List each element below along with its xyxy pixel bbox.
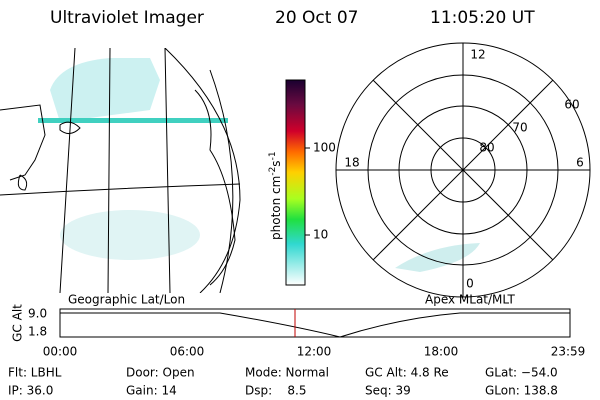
colorbar-label: 10	[313, 228, 328, 242]
unit: photon cm	[269, 176, 283, 240]
alt-tick: 9.0	[28, 307, 47, 321]
status-field: GC Alt: 4.8 Re	[365, 366, 449, 380]
date: 20 Oct 07	[275, 8, 358, 28]
time-tick: 12:00	[297, 345, 332, 359]
mlt-label: 6	[576, 156, 584, 170]
title: Ultraviolet Imager	[50, 8, 204, 28]
panel-label: Geographic Lat/Lon	[68, 293, 185, 307]
status-field: Seq: 39	[365, 384, 411, 398]
status-field: GLon: 138.8	[485, 384, 558, 398]
mlt-label: 0	[466, 277, 474, 291]
unit: s	[269, 160, 283, 166]
panel-label: Apex MLat/MLT	[425, 293, 515, 307]
timeline-box	[59, 308, 571, 338]
status-field: Flt: LBHL	[8, 366, 62, 380]
time-tick: 00:00	[43, 345, 78, 359]
lat-label: 80	[479, 141, 494, 155]
status: Flt: LBHL Door: Open Mode: Normal GC Alt: 4…	[8, 366, 558, 398]
alt-tick: 1.8	[28, 325, 47, 339]
exponent: -2	[268, 167, 278, 176]
colorbar	[285, 79, 306, 286]
mlt-label: 18	[344, 156, 359, 170]
axis-label: GC Alt	[11, 304, 25, 342]
mlt-label: 12	[470, 48, 485, 62]
lat-label: 60	[564, 98, 579, 112]
colorbar-unit: photon cm-2s-1	[268, 151, 283, 240]
status-field: IP: 36.0	[8, 384, 53, 398]
status-field: Dsp: 8.5	[245, 384, 307, 398]
geo-map	[0, 48, 241, 293]
colorbar-label: 100	[313, 141, 336, 155]
status-field: Mode: Normal	[245, 366, 329, 380]
status-field: Gain: 14	[126, 384, 177, 398]
time-tick: 06:00	[170, 345, 205, 359]
time: 11:05:20 UT	[430, 8, 535, 28]
time-tick: 18:00	[424, 345, 459, 359]
status-field: Door: Open	[126, 366, 195, 380]
status-field: GLat: −54.0	[485, 366, 558, 380]
exponent: -1	[268, 151, 278, 160]
altitude-curve	[60, 312, 570, 338]
lat-label: 70	[512, 121, 527, 135]
polar-plot	[335, 42, 591, 298]
time-tick: 23:59	[551, 345, 586, 359]
